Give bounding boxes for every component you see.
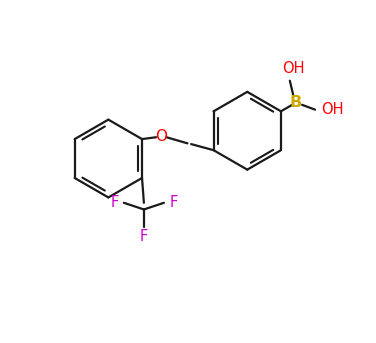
Text: O: O [155,129,167,144]
Text: B: B [289,95,302,110]
Text: F: F [170,195,177,210]
Text: OH: OH [321,102,344,117]
Text: OH: OH [282,61,305,75]
Text: F: F [140,229,148,244]
Text: F: F [110,195,118,210]
